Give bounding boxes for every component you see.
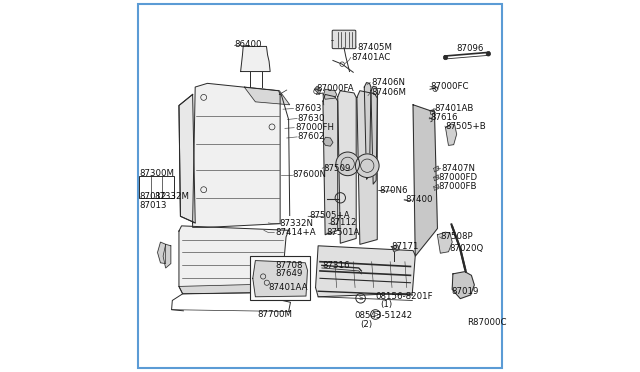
Text: 87401AC: 87401AC	[351, 53, 390, 62]
Text: 87019: 87019	[451, 288, 479, 296]
Polygon shape	[434, 175, 439, 181]
Text: 87112: 87112	[330, 218, 357, 227]
Text: 87630: 87630	[298, 114, 325, 123]
Text: 87700M: 87700M	[257, 310, 292, 319]
Polygon shape	[253, 260, 307, 297]
Circle shape	[355, 154, 379, 177]
Text: 87171: 87171	[392, 242, 419, 251]
Text: 87603: 87603	[294, 104, 322, 113]
Circle shape	[486, 52, 491, 56]
Polygon shape	[157, 242, 166, 263]
Text: 87000FB: 87000FB	[438, 182, 477, 191]
Polygon shape	[338, 91, 356, 243]
Polygon shape	[193, 83, 280, 227]
Text: 87501A: 87501A	[326, 228, 360, 237]
Polygon shape	[430, 110, 435, 114]
Text: (2): (2)	[360, 320, 372, 328]
Bar	[139, 176, 174, 198]
Polygon shape	[323, 137, 333, 146]
Polygon shape	[437, 232, 452, 253]
Text: S: S	[373, 311, 378, 317]
Circle shape	[444, 55, 448, 60]
Text: 87649: 87649	[275, 269, 302, 278]
Text: 87401AA: 87401AA	[268, 283, 308, 292]
Text: 87405M: 87405M	[357, 43, 392, 52]
Text: 87000FD: 87000FD	[438, 173, 477, 182]
Text: S: S	[358, 295, 363, 301]
Text: 87508P: 87508P	[440, 232, 473, 241]
Polygon shape	[314, 86, 321, 94]
Text: 87020Q: 87020Q	[449, 244, 483, 253]
Polygon shape	[179, 284, 281, 294]
Text: 87000FA: 87000FA	[316, 84, 354, 93]
Text: 87406M: 87406M	[371, 89, 406, 97]
Text: 87414+A: 87414+A	[275, 228, 316, 237]
Polygon shape	[316, 246, 415, 297]
Polygon shape	[364, 83, 371, 179]
Polygon shape	[434, 166, 439, 172]
Circle shape	[336, 152, 360, 176]
Text: 87000FC: 87000FC	[431, 82, 469, 91]
Text: 87300M: 87300M	[140, 169, 175, 177]
Text: 87616: 87616	[430, 113, 458, 122]
Text: R87000C: R87000C	[467, 318, 506, 327]
Text: 08543-51242: 08543-51242	[355, 311, 413, 320]
Polygon shape	[323, 94, 338, 235]
Text: 87332N: 87332N	[280, 219, 314, 228]
Polygon shape	[163, 244, 171, 268]
Text: 87332M: 87332M	[155, 192, 189, 201]
Text: 87096: 87096	[456, 44, 484, 53]
Polygon shape	[244, 87, 290, 105]
Polygon shape	[179, 226, 289, 294]
Text: 87406N: 87406N	[371, 78, 405, 87]
FancyBboxPatch shape	[332, 30, 356, 49]
Text: 87407N: 87407N	[441, 164, 475, 173]
Polygon shape	[241, 46, 270, 71]
Text: 87509: 87509	[323, 164, 350, 173]
Text: 87505+A: 87505+A	[309, 211, 349, 220]
Text: 87316: 87316	[322, 261, 349, 270]
Polygon shape	[434, 185, 439, 190]
Polygon shape	[371, 86, 378, 184]
Text: 87708: 87708	[275, 260, 303, 269]
Text: 08156-8201F: 08156-8201F	[376, 292, 433, 301]
Polygon shape	[392, 245, 399, 252]
Polygon shape	[324, 89, 337, 99]
Text: 87000FH: 87000FH	[295, 123, 334, 132]
Text: 87600N: 87600N	[292, 170, 326, 179]
Text: 87505+B: 87505+B	[445, 122, 486, 131]
Bar	[250, 256, 310, 300]
Text: 87602: 87602	[298, 132, 325, 141]
Polygon shape	[452, 272, 474, 299]
Polygon shape	[357, 91, 377, 244]
Text: (1): (1)	[381, 300, 393, 310]
Polygon shape	[445, 124, 456, 145]
Text: 87400: 87400	[405, 195, 433, 204]
Polygon shape	[179, 94, 195, 223]
Text: 87401AB: 87401AB	[435, 104, 474, 113]
Text: 87012: 87012	[139, 192, 166, 201]
Text: 87013: 87013	[139, 201, 166, 210]
Text: 870N6: 870N6	[379, 186, 408, 195]
Polygon shape	[413, 105, 437, 256]
Text: 86400: 86400	[234, 41, 262, 49]
